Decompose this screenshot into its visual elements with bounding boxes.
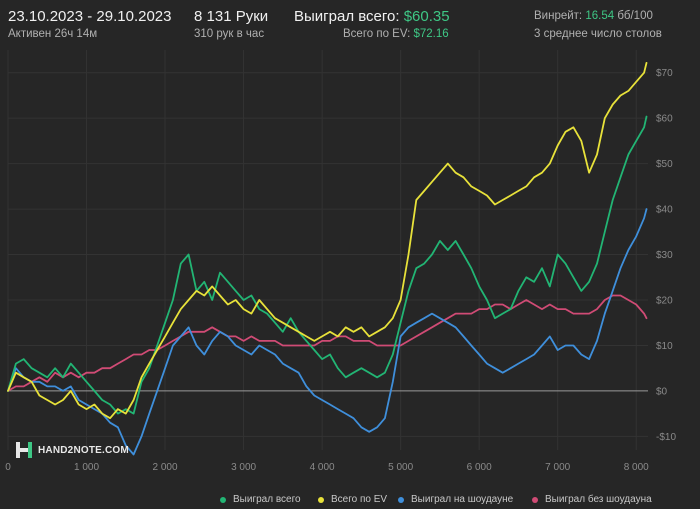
date-range: 23.10.2023 - 29.10.2023 [8,8,172,25]
y-tick-label: $10 [656,341,673,352]
legend-dot-icon [318,496,324,503]
chart-series [7,62,648,456]
hand2note-logo-icon [16,442,32,458]
total-won-label: Выиграл всего: [294,8,400,25]
series-line-2 [7,208,648,456]
y-tick-label: $0 [656,386,668,397]
winrate: Винрейт: 16.54 бб/100 [534,10,653,22]
total-ev: Всего по EV: $72.16 [343,28,449,40]
x-tick-label: 8 000 [624,462,649,473]
legend-item[interactable]: Всего по EV [318,494,387,505]
legend-dot-icon [220,496,226,503]
x-tick-label: 3 000 [231,462,256,473]
x-tick-label: 7 000 [545,462,570,473]
legend-label: Выиграл на шоудауне [411,494,514,505]
y-tick-label: $30 [656,250,673,261]
y-tick-label: $40 [656,205,673,216]
y-tick-label: -$10 [656,432,676,443]
total-won: Выиграл всего: $60.35 [294,8,450,25]
series-line-0 [7,115,648,415]
x-tick-label: 6 000 [467,462,492,473]
total-won-value: $60.35 [403,8,450,25]
legend-dot-icon [398,496,404,503]
legend-label: Выиграл всего [233,494,301,505]
avg-tables: 3 среднее число столов [534,28,662,40]
hands-count: 8 131 Руки [194,8,269,25]
x-axis-ticks: 0 1 000 2 000 3 000 4 000 5 000 6 000 7 000 8 00… [5,462,649,473]
total-ev-label: Всего по EV: [343,28,411,40]
legend-item[interactable]: Выиграл без шоудауна [532,494,652,505]
hand2note-logo-text: HAND2NOTE.COM [38,444,129,456]
y-tick-label: $50 [656,159,673,170]
x-tick-label: 4 000 [310,462,335,473]
winrate-label: Винрейт: [534,10,583,22]
active-time: Активен 26ч 14м [8,28,98,40]
hand2note-logo: HAND2NOTE.COM [15,441,129,459]
winrate-value: 16.54 [585,10,615,22]
x-tick-label: 2 000 [153,462,178,473]
y-tick-label: $60 [656,114,673,125]
legend-item[interactable]: Выиграл всего [220,494,301,505]
series-line-3 [7,294,648,392]
winrate-unit: бб/100 [617,10,653,22]
hands-per-hour: 310 рук в час [194,28,265,40]
series-line-1 [7,62,648,420]
y-tick-label: $70 [656,68,673,79]
legend-dot-icon [532,496,538,503]
legend-label: Выиграл без шоудауна [545,494,652,505]
y-tick-label: $20 [656,296,673,307]
x-tick-label: 0 [5,462,11,473]
legend-label: Всего по EV [331,494,388,505]
total-ev-value: $72.16 [413,28,449,40]
x-tick-label: 1 000 [74,462,99,473]
y-axis-ticks: -$10 $0 $10 $20 $30 $40 $50 $60 $70 [656,68,676,443]
x-tick-label: 5 000 [388,462,413,473]
chart-grid [7,50,648,450]
legend-item[interactable]: Выиграл на шоудауне [398,494,513,505]
